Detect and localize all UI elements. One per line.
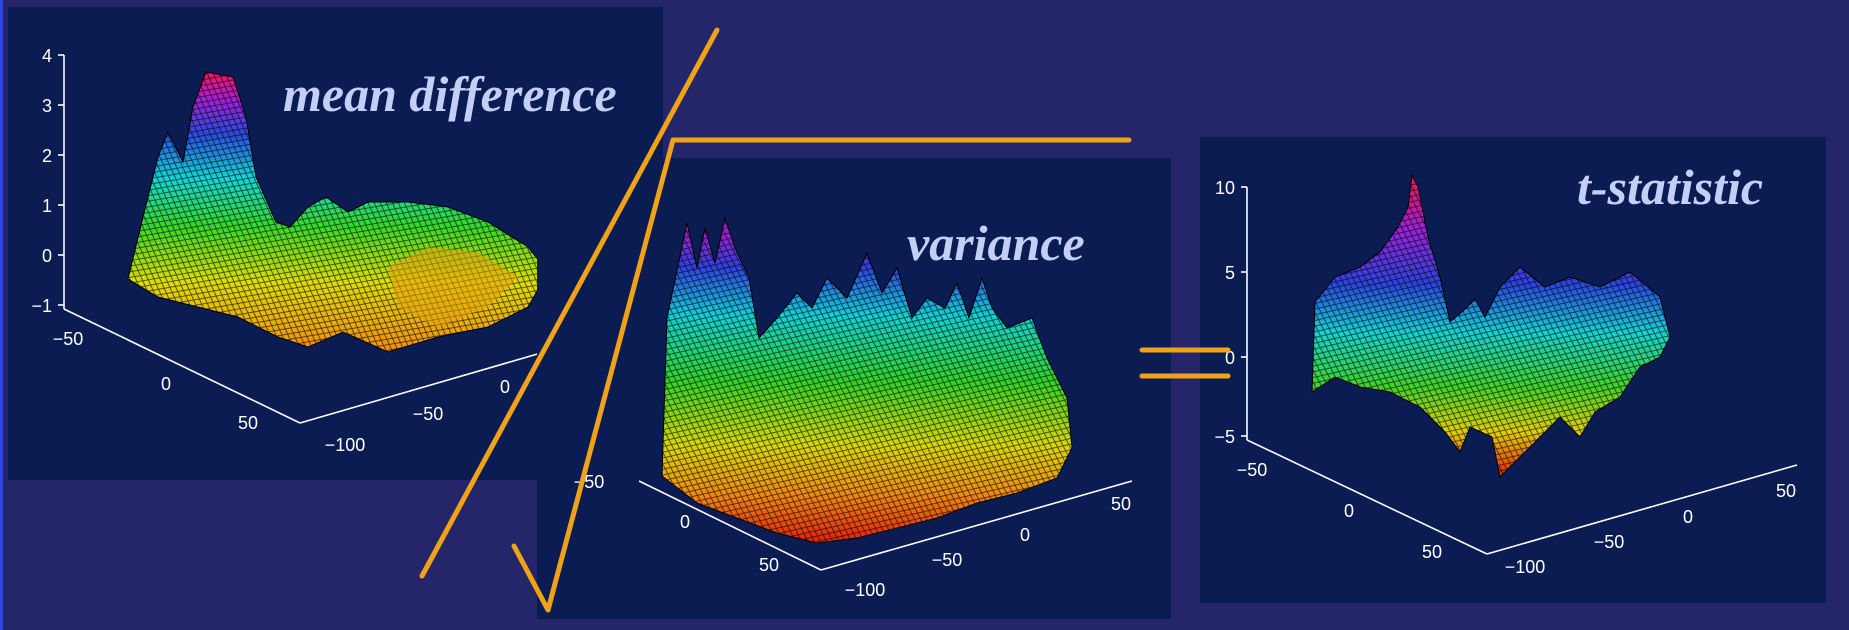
t-statistic-z-tick: 0 bbox=[1225, 348, 1235, 368]
t-statistic-y-tick: −50 bbox=[1594, 532, 1625, 552]
t-statistic-x-tick-labels: −50 0 50 bbox=[1237, 460, 1442, 562]
mean-y-tick: 0 bbox=[500, 377, 510, 397]
t-statistic-surface-mesh bbox=[1311, 173, 1671, 479]
t-statistic-x-tick: −50 bbox=[1237, 460, 1268, 480]
variance-y-tick: 50 bbox=[1111, 494, 1131, 514]
t-statistic-x-tick: 50 bbox=[1422, 542, 1442, 562]
mean-x-tick: −50 bbox=[53, 329, 84, 349]
variance-x-tick: 50 bbox=[759, 555, 779, 575]
mean-y-tick: −50 bbox=[413, 404, 444, 424]
variance-y-tick: −100 bbox=[845, 580, 886, 600]
t-statistic-z-tick-labels: 10 5 0 −5 bbox=[1214, 178, 1235, 447]
t-statistic-surface: 10 5 0 −5 −50 0 50 −100 −50 0 50 bbox=[1214, 173, 1798, 577]
t-statistic-axes bbox=[1241, 186, 1798, 555]
t-statistic-y-tick: −100 bbox=[1505, 557, 1546, 577]
mean-z-tick-labels: 4 3 2 1 0 −1 bbox=[31, 46, 52, 316]
mean-z-tick: 3 bbox=[42, 96, 52, 116]
mean-x-tick: 50 bbox=[238, 413, 258, 433]
left-edge-accent bbox=[0, 0, 3, 630]
variance-plot: −50 0 50 −100 −50 0 50 variance bbox=[537, 158, 1171, 619]
t-statistic-y-tick: 50 bbox=[1776, 481, 1796, 501]
t-statistic-z-tick: 10 bbox=[1215, 178, 1235, 198]
variance-y-tick: 0 bbox=[1020, 525, 1030, 545]
mean-z-tick: 1 bbox=[42, 196, 52, 216]
mean-z-tick: 2 bbox=[42, 146, 52, 166]
t-statistic-y-tick-labels: −100 −50 0 50 bbox=[1505, 481, 1796, 577]
variance-y-tick: −50 bbox=[932, 550, 963, 570]
variance-x-tick: 0 bbox=[680, 512, 690, 532]
mean-z-tick: 0 bbox=[42, 246, 52, 266]
t-statistic-z-tick: −5 bbox=[1214, 427, 1235, 447]
mean-z-tick: −1 bbox=[31, 296, 52, 316]
mean-x-tick: 0 bbox=[161, 374, 171, 394]
t-statistic-title: t-statistic bbox=[1577, 159, 1764, 215]
variance-x-tick: −50 bbox=[574, 472, 605, 492]
mean-x-tick-labels: −50 0 50 bbox=[53, 329, 258, 433]
t-statistic-x-tick: 0 bbox=[1344, 501, 1354, 521]
mean-z-tick: 4 bbox=[42, 46, 52, 66]
mean-difference-title: mean difference bbox=[283, 66, 617, 122]
t-statistic-y-tick: 0 bbox=[1683, 507, 1693, 527]
mean-y-tick: −100 bbox=[325, 435, 366, 455]
t-statistic-z-tick: 5 bbox=[1225, 263, 1235, 283]
variance-title: variance bbox=[907, 215, 1085, 271]
t-statistic-plot: 10 5 0 −5 −50 0 50 −100 −50 0 50 t-stati… bbox=[1200, 137, 1826, 603]
